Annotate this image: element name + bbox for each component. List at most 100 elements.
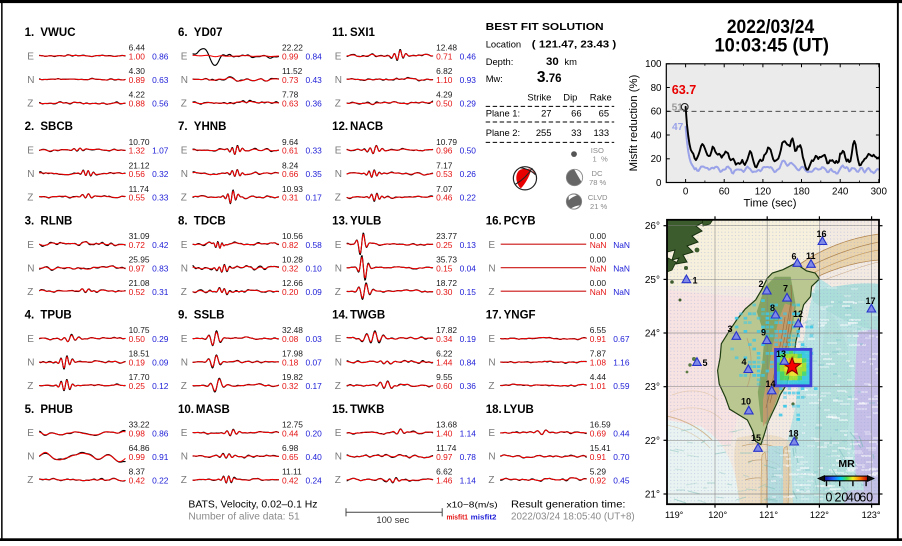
svg-text:0.44: 0.44: [613, 428, 630, 438]
svg-text:0.46: 0.46: [460, 52, 477, 62]
svg-text:13.: 13.: [332, 215, 348, 227]
svg-text:0.44: 0.44: [282, 428, 299, 438]
svg-text:0.71: 0.71: [436, 52, 453, 62]
svg-text:0.66: 0.66: [282, 169, 299, 179]
svg-text:0.65: 0.65: [282, 452, 299, 462]
svg-text:0.18: 0.18: [282, 358, 299, 368]
svg-text:N: N: [488, 263, 495, 274]
svg-text:51: 51: [672, 103, 684, 114]
svg-text:0.97: 0.97: [129, 263, 146, 273]
svg-text:N: N: [27, 263, 34, 274]
svg-text:0: 0: [683, 186, 689, 197]
svg-text:NaN: NaN: [590, 263, 607, 273]
svg-text:0.73: 0.73: [282, 75, 299, 85]
svg-text:4: 4: [742, 357, 747, 367]
svg-text:12.48: 12.48: [436, 43, 457, 53]
svg-text:0.33: 0.33: [152, 193, 169, 203]
svg-text:17.82: 17.82: [436, 325, 457, 335]
svg-text:0.15: 0.15: [460, 287, 477, 297]
svg-text:Z: Z: [27, 193, 33, 204]
svg-text:N: N: [27, 452, 34, 463]
svg-text:YULB: YULB: [350, 215, 381, 227]
svg-text:4.29: 4.29: [436, 90, 453, 100]
svg-text:31.09: 31.09: [129, 231, 150, 241]
svg-text:0.25: 0.25: [436, 240, 453, 250]
svg-text:1.08: 1.08: [590, 358, 607, 368]
svg-text:0.55: 0.55: [129, 193, 146, 203]
svg-text:17.: 17.: [486, 310, 502, 322]
svg-text:11.74: 11.74: [436, 443, 457, 453]
svg-text:11.11: 11.11: [282, 466, 302, 476]
svg-text:22°: 22°: [645, 436, 660, 447]
svg-text:10.70: 10.70: [129, 137, 150, 147]
svg-text:misfit2: misfit2: [471, 513, 497, 522]
svg-text:0.84: 0.84: [306, 52, 323, 62]
svg-text:1.16: 1.16: [613, 358, 630, 368]
svg-text:7.: 7.: [178, 121, 188, 133]
svg-text:4.: 4.: [25, 310, 35, 322]
svg-text:0.56: 0.56: [152, 99, 169, 109]
svg-text:19.82: 19.82: [282, 372, 303, 382]
svg-text:0.29: 0.29: [460, 99, 477, 109]
svg-text:0.92: 0.92: [590, 475, 607, 485]
svg-text:0.99: 0.99: [282, 52, 299, 62]
svg-text:E: E: [335, 146, 342, 157]
svg-text:km: km: [564, 56, 577, 67]
svg-text:N: N: [488, 358, 495, 369]
svg-text:N: N: [335, 75, 342, 86]
svg-text:17: 17: [866, 296, 876, 306]
svg-text:15: 15: [751, 433, 761, 443]
svg-text:0.19: 0.19: [460, 334, 477, 344]
svg-text:8.24: 8.24: [282, 160, 299, 170]
svg-text:0.43: 0.43: [306, 75, 323, 85]
svg-text:0.20: 0.20: [282, 287, 299, 297]
svg-text:78 %: 78 %: [589, 178, 607, 187]
svg-text:2: 2: [759, 279, 764, 289]
svg-text:1.: 1.: [25, 27, 35, 39]
svg-text:1.07: 1.07: [152, 146, 169, 156]
svg-text:13.68: 13.68: [436, 419, 457, 429]
svg-text:misfit1: misfit1: [447, 513, 469, 522]
svg-text:0.52: 0.52: [129, 287, 146, 297]
svg-text:Z: Z: [335, 193, 341, 204]
svg-text:0.83: 0.83: [152, 263, 169, 273]
svg-text:0.84: 0.84: [460, 358, 477, 368]
svg-text:TWKB: TWKB: [350, 404, 385, 416]
svg-text:4.22: 4.22: [129, 90, 146, 100]
svg-text:133: 133: [593, 127, 609, 138]
svg-text:7: 7: [783, 284, 788, 294]
svg-text:E: E: [181, 51, 188, 62]
svg-text:Dip: Dip: [563, 91, 577, 102]
svg-text:N: N: [181, 358, 188, 369]
svg-text:27: 27: [541, 108, 551, 119]
svg-text:120°: 120°: [708, 510, 727, 520]
svg-text:N: N: [335, 169, 342, 180]
svg-text:NaN: NaN: [613, 263, 630, 273]
svg-text:0.91: 0.91: [590, 452, 607, 462]
svg-text:N: N: [181, 169, 188, 180]
svg-text:60: 60: [859, 491, 873, 505]
svg-text:1.14: 1.14: [460, 475, 477, 485]
svg-text:E: E: [181, 334, 188, 345]
svg-text:9.64: 9.64: [282, 137, 299, 147]
svg-text:64.86: 64.86: [129, 443, 150, 453]
svg-text:0: 0: [656, 178, 662, 189]
svg-text:8: 8: [770, 303, 775, 313]
svg-text:0.24: 0.24: [306, 475, 323, 485]
svg-text:65: 65: [599, 108, 609, 119]
svg-text:1.14: 1.14: [460, 428, 477, 438]
svg-text:RLNB: RLNB: [40, 215, 72, 227]
svg-text:21 %: 21 %: [590, 202, 608, 211]
svg-text:1.46: 1.46: [436, 475, 453, 485]
svg-text:TWGB: TWGB: [350, 310, 385, 322]
svg-text:E: E: [27, 146, 34, 157]
svg-text:YHNB: YHNB: [194, 121, 227, 133]
svg-text:0.07: 0.07: [306, 358, 323, 368]
svg-text:0.12: 0.12: [152, 381, 169, 391]
svg-text:24°: 24°: [645, 329, 660, 340]
svg-text:0.67: 0.67: [613, 334, 630, 344]
svg-text:1.10: 1.10: [436, 75, 453, 85]
svg-text:0.63: 0.63: [282, 99, 299, 109]
svg-text:SXI1: SXI1: [350, 27, 376, 39]
svg-text:2.: 2.: [25, 121, 35, 133]
